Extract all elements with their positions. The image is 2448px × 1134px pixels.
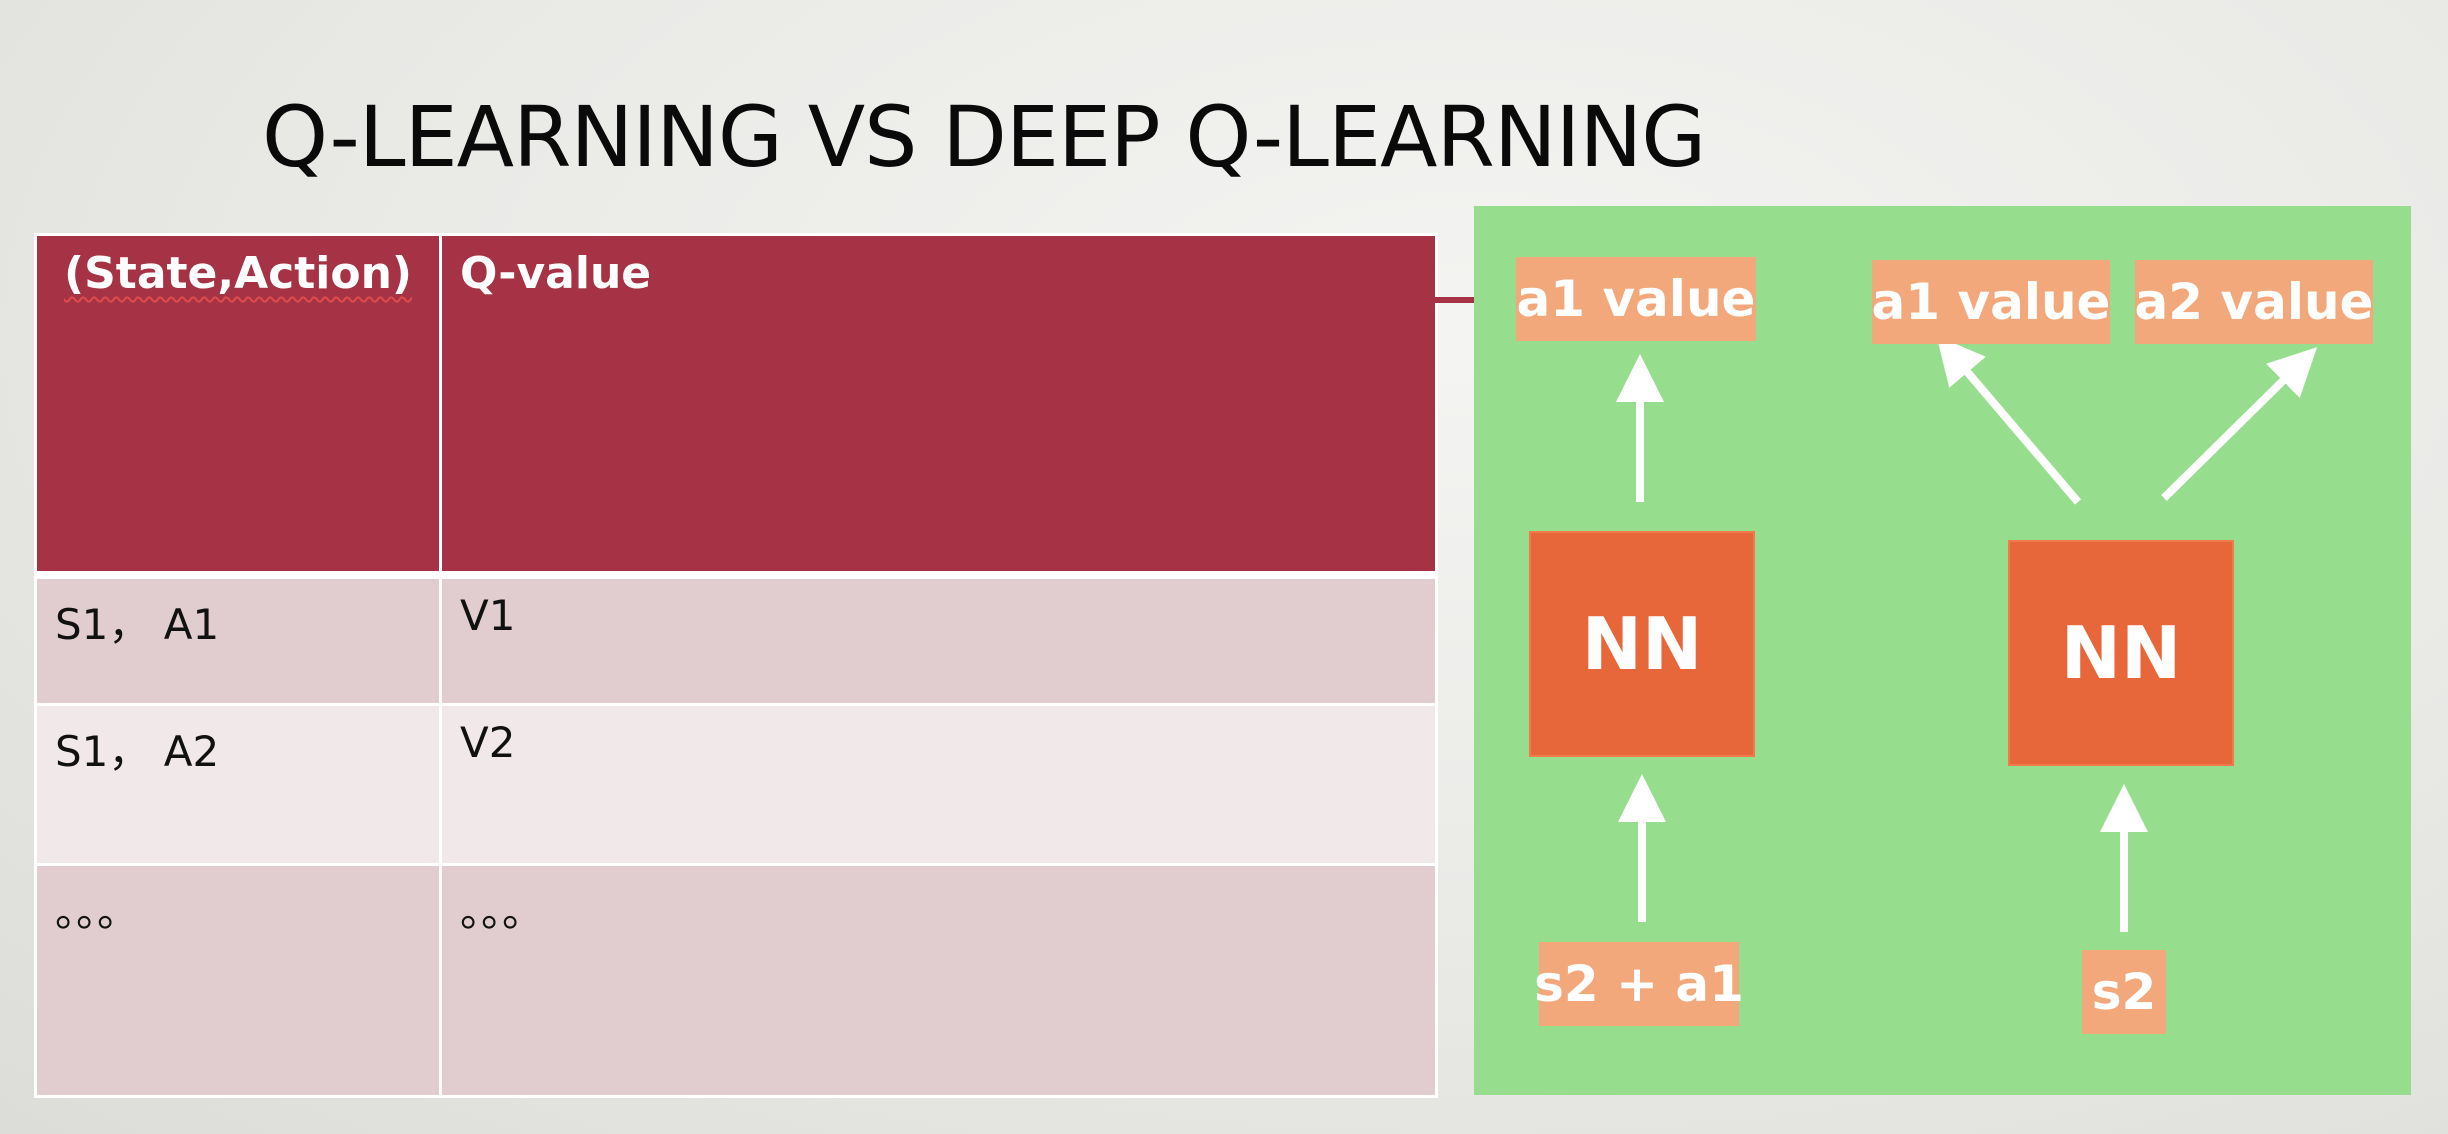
- arrow-right-output-a1: [1936, 335, 2082, 505]
- q-table: (State,Action) Q-value S1， A1 V1 S1， A2 …: [34, 233, 1438, 1098]
- table-cell-q-value: V1: [439, 573, 1438, 706]
- table-cell-q-value: 。。。: [439, 863, 1438, 1098]
- right-output-a1-value: a1 value: [1872, 260, 2110, 344]
- right-output-a2-value: a2 value: [2135, 260, 2373, 344]
- left-output-a1-value: a1 value: [1516, 257, 1756, 341]
- left-input-s2-a1: s2 + a1: [1534, 942, 1744, 1026]
- arrow-right-output-a2: [2161, 347, 2318, 501]
- table-diagram-connector: [1435, 297, 1475, 303]
- table-row: S1， A1 V1: [34, 573, 1438, 706]
- table-cell-state-action: S1， A1: [34, 573, 442, 706]
- slide-title: Q-LEARNING VS DEEP Q-LEARNING: [262, 88, 1706, 186]
- right-input-s2: s2: [2082, 950, 2166, 1034]
- header-state-action-text: (State,Action): [63, 248, 413, 299]
- table-header-row: (State,Action) Q-value: [34, 233, 1438, 579]
- table-row: S1， A2 V2: [34, 703, 1438, 866]
- table-cell-state-action: S1， A2: [34, 703, 442, 866]
- right-nn-box: NN: [2008, 540, 2234, 766]
- dqn-diagram: a1 value NN s2 + a1 a1 value a2 value NN…: [1474, 206, 2411, 1095]
- table-cell-state-action: 。。。: [34, 863, 442, 1098]
- diagram-arrows: [1616, 335, 2318, 932]
- header-q-value: Q-value: [439, 233, 1438, 579]
- header-state-action: (State,Action): [34, 233, 442, 579]
- table-row: 。。。 。。。: [34, 863, 1438, 1098]
- table-cell-q-value: V2: [439, 703, 1438, 866]
- left-nn-box: NN: [1529, 531, 1755, 757]
